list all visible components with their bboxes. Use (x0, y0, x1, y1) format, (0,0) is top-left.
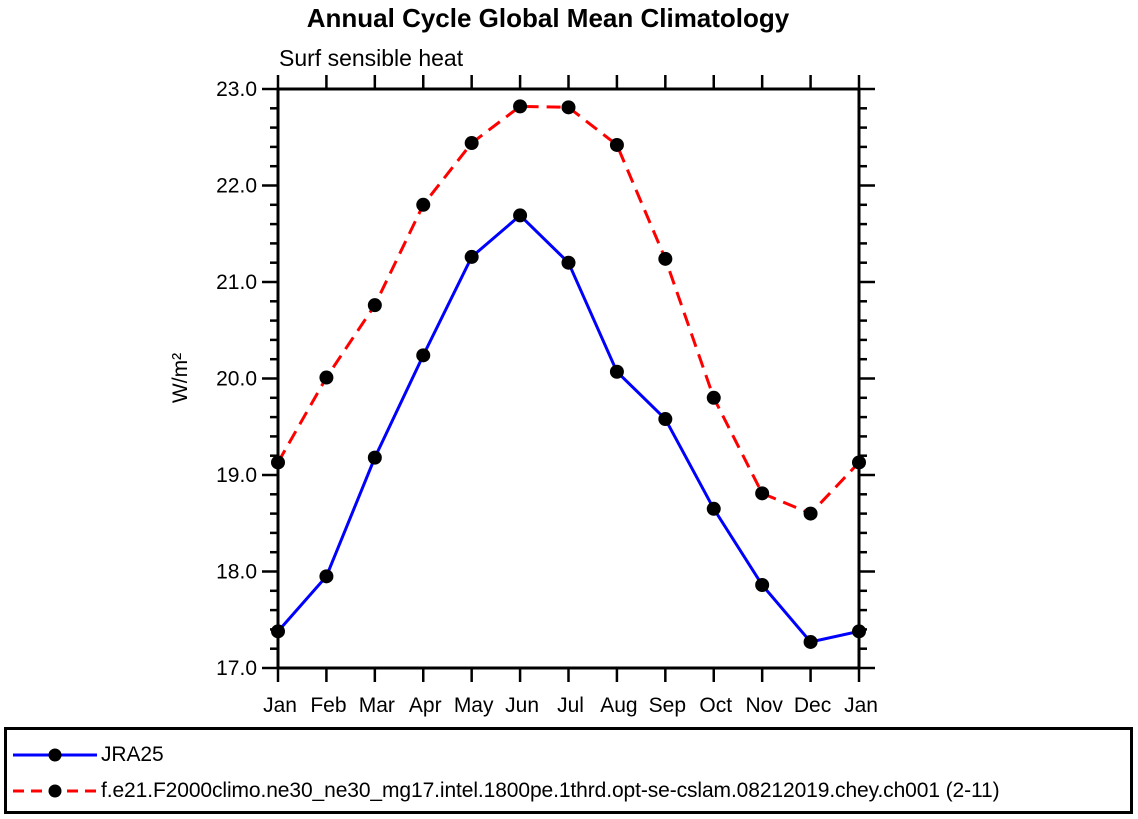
data-point-marker (755, 486, 770, 501)
chart-title: Annual Cycle Global Mean Climatology (306, 3, 790, 33)
data-point-marker (513, 99, 528, 114)
data-point-marker (706, 501, 721, 516)
data-point-marker (367, 450, 382, 465)
x-tick-label: Apr (409, 694, 442, 717)
x-tick-label: May (454, 694, 494, 717)
legend-marker-icon (48, 748, 62, 762)
y-tick-label: 22.0 (216, 175, 257, 198)
y-tick-label: 18.0 (216, 561, 257, 584)
y-axis-label: W/m² (169, 353, 192, 403)
x-tick-label: Nov (745, 694, 783, 717)
plot-frame (276, 87, 861, 670)
data-point-marker (319, 370, 334, 385)
data-point-marker (609, 137, 624, 152)
data-point-marker (513, 208, 528, 223)
x-tick-label: Jul (557, 694, 584, 717)
x-tick-label: Sep (649, 694, 686, 717)
legend-marker-icon (48, 784, 62, 798)
data-point-marker (464, 249, 479, 264)
plot-area: 17.0 18.0 19.0 20.0 21.0 22.0 23.0 Jan Feb Mar Apr… (169, 75, 878, 717)
series-line (276, 213, 860, 644)
data-point-marker (852, 624, 866, 639)
x-tick-label: Dec (794, 694, 831, 717)
data-point-marker (658, 251, 673, 266)
x-tick-label: Aug (600, 694, 637, 717)
data-point-marker (319, 569, 334, 584)
legend-line-sample (13, 748, 97, 762)
y-tick-label: 21.0 (216, 271, 257, 294)
data-point-marker (755, 578, 770, 593)
data-point-marker (803, 506, 818, 521)
y-tick-label: 20.0 (216, 368, 257, 391)
data-point-marker (561, 100, 576, 115)
legend-item: JRA25 (11, 737, 1130, 773)
x-tick-label: Jan (844, 694, 878, 717)
y-tick-label: 17.0 (216, 657, 257, 680)
data-point-marker (271, 455, 285, 470)
series-line (276, 104, 861, 516)
data-point-marker (658, 412, 673, 427)
data-point-marker (271, 624, 285, 639)
x-tick-label: Jan (263, 694, 297, 717)
legend-label: JRA25 (101, 743, 164, 766)
data-point-marker (609, 364, 624, 379)
data-point-marker (416, 348, 431, 363)
data-point-marker (561, 255, 576, 270)
data-point-marker (367, 298, 382, 313)
x-tick-label: Mar (359, 694, 395, 717)
legend-label: f.e21.F2000climo.ne30_ne30_mg17.intel.18… (101, 779, 1000, 802)
y-tick-label: 19.0 (216, 464, 257, 487)
data-point-marker (803, 634, 818, 649)
chart-subtitle: Surf sensible heat (279, 45, 464, 71)
data-point-marker (416, 197, 431, 212)
x-tick-label: Feb (310, 694, 346, 717)
data-point-marker (464, 136, 479, 151)
data-point-marker (852, 455, 866, 470)
legend-item: f.e21.F2000climo.ne30_ne30_mg17.intel.18… (11, 773, 1130, 809)
legend: JRA25 f.e21.F2000climo.ne30_ne30_mg17.int… (4, 727, 1133, 814)
y-tick-label: 23.0 (216, 78, 257, 101)
legend-line-sample (13, 784, 97, 798)
x-tick-label: Oct (699, 694, 732, 717)
x-tick-label: Jun (505, 694, 539, 717)
data-point-marker (706, 390, 721, 405)
